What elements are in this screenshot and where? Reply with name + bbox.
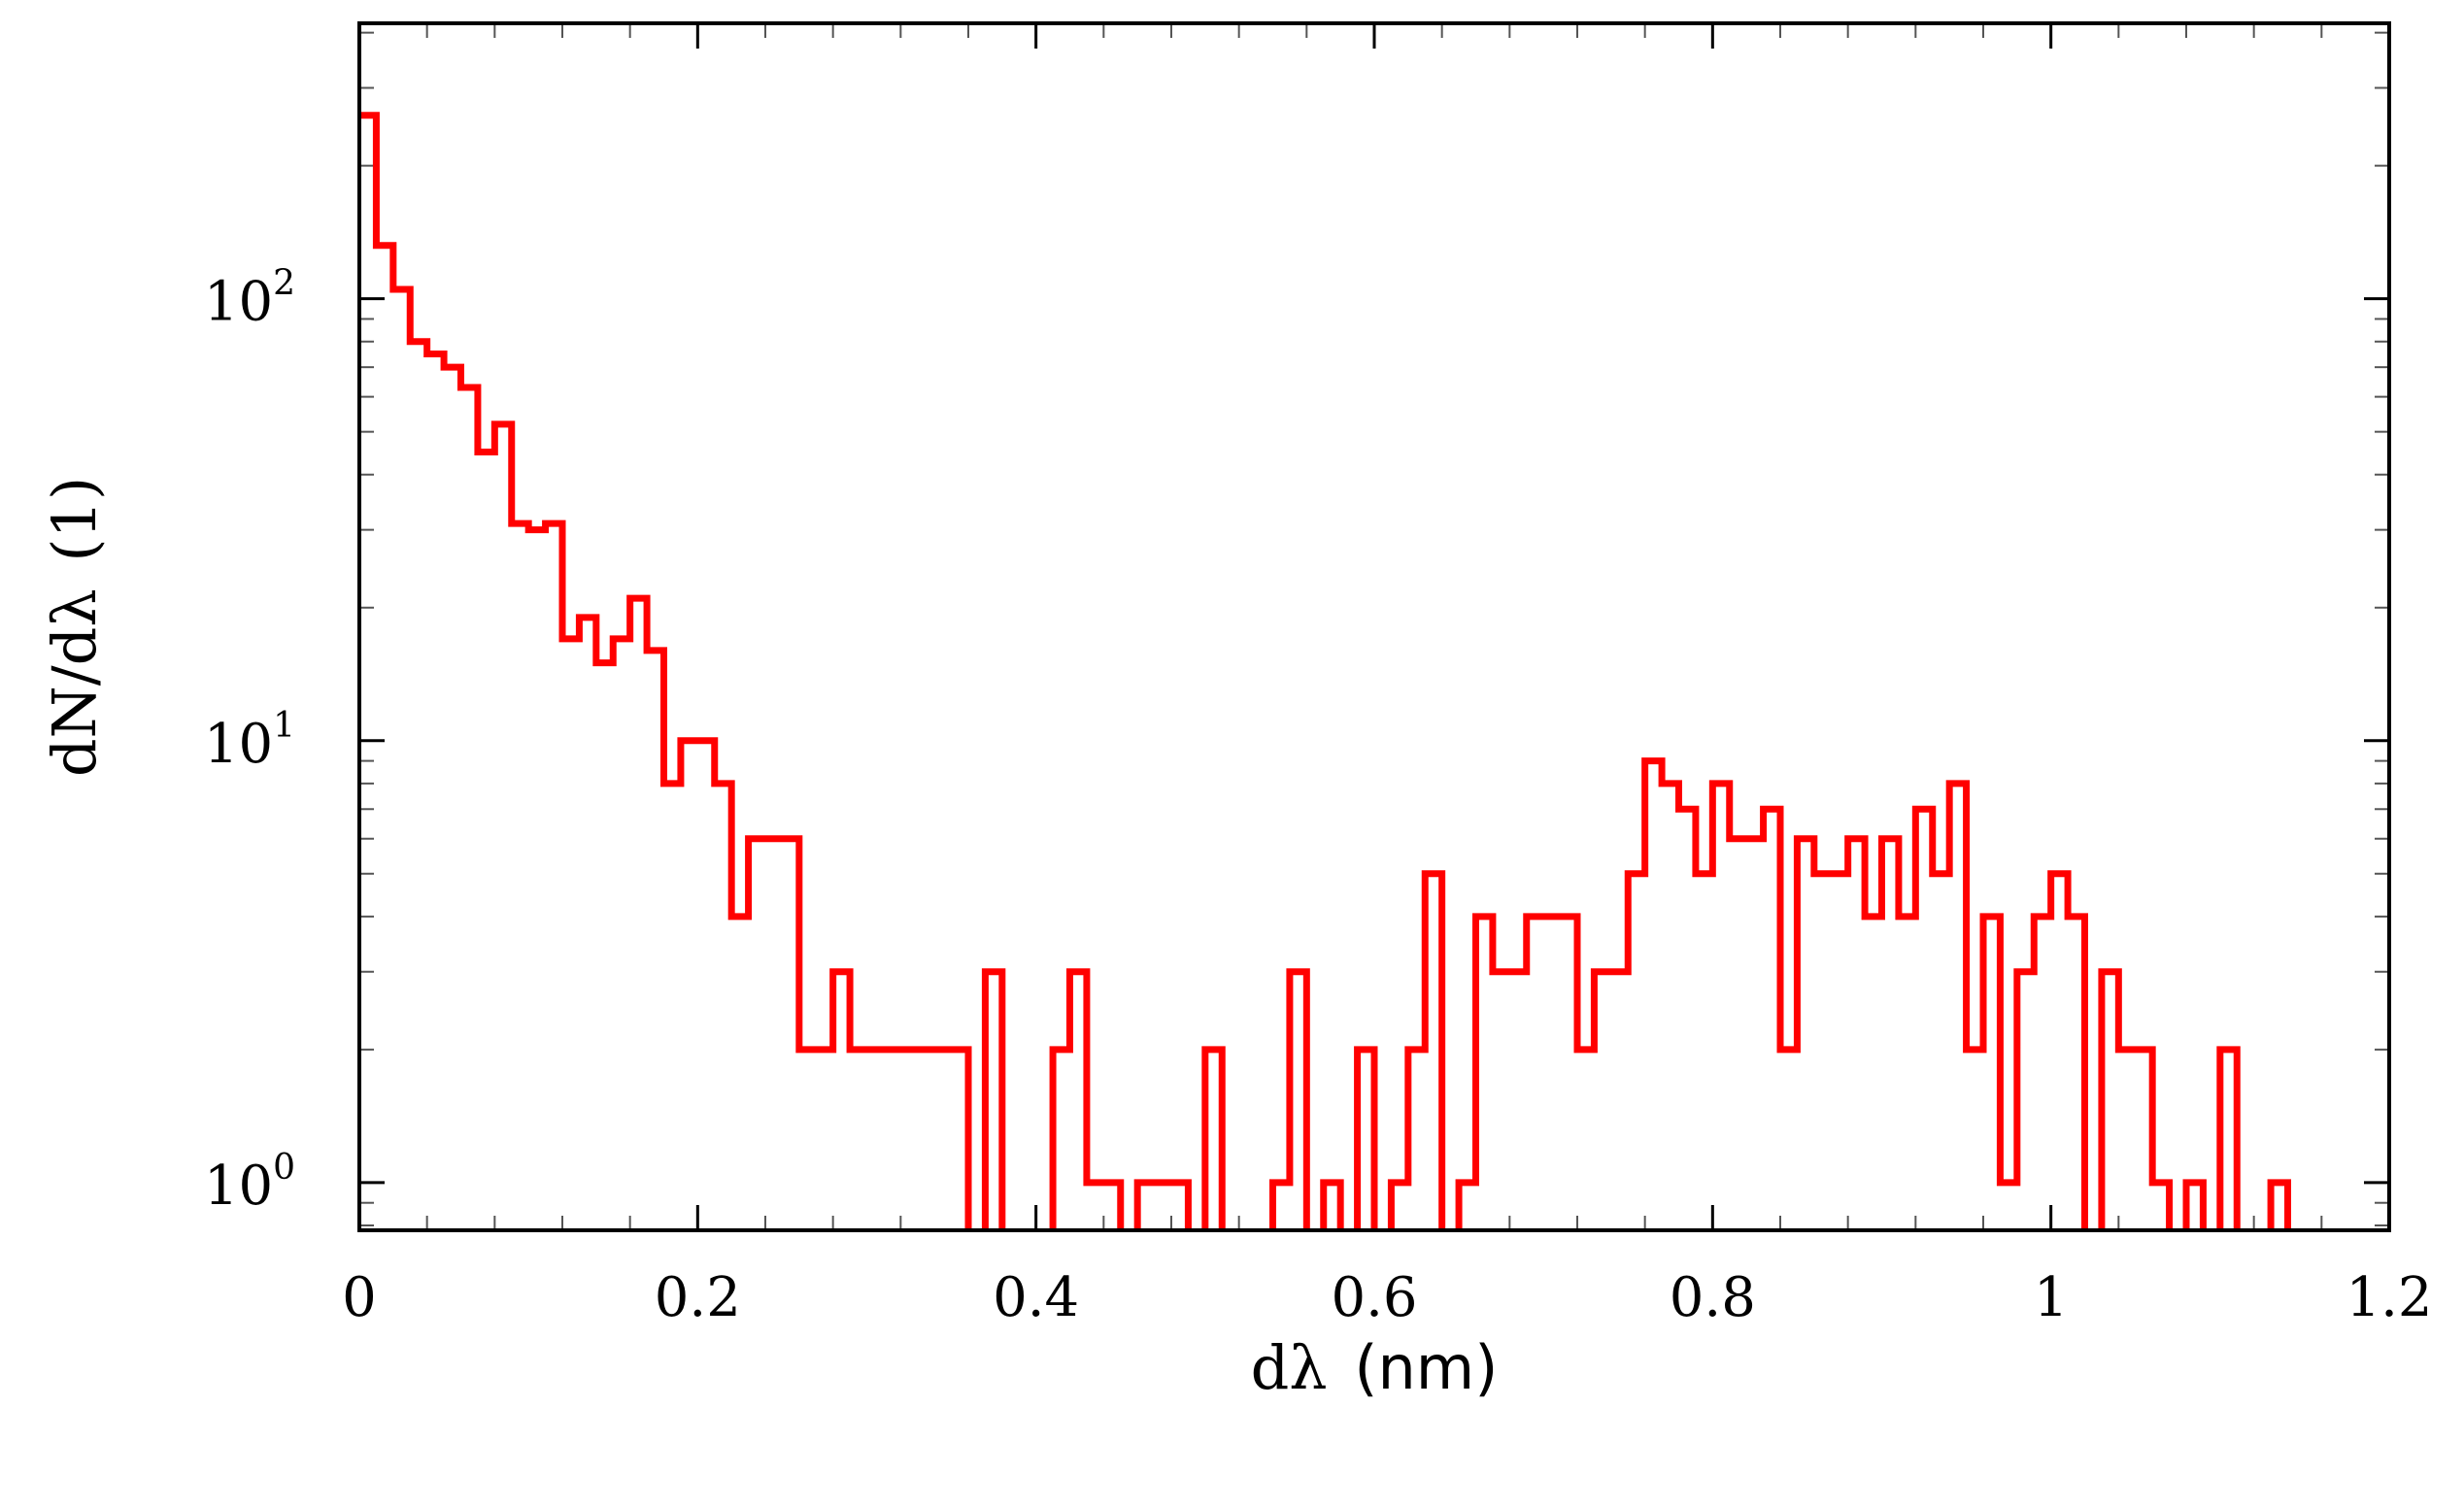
x-tick-labels: 0 0.2 0.4 0.6 0.8 1 1.2 — [342, 1266, 2432, 1329]
x-tick-label: 0.4 — [993, 1266, 1079, 1329]
y-tick-label-exponent: 0 — [273, 1148, 295, 1188]
histogram-series-line — [359, 112, 2291, 1230]
x-axis-label-text: dλ — [1251, 1332, 1328, 1403]
y-tick-label-exponent: 2 — [273, 264, 295, 304]
y-tick-label: 102 — [204, 264, 295, 334]
y-tick-label-exponent: 1 — [273, 706, 295, 746]
x-tick-label: 0.6 — [1331, 1266, 1417, 1329]
x-tick-label: 1 — [2034, 1266, 2069, 1329]
x-axis-label: dλ (nm) — [1251, 1332, 1499, 1403]
x-tick-label: 0 — [342, 1266, 377, 1329]
y-axis-label-text: dN/dλ — [39, 588, 110, 777]
y-axis-label-unit: (1) — [39, 477, 110, 562]
y-tick-label-base: 10 — [204, 271, 273, 334]
x-axis-label-unit: (nm) — [1354, 1332, 1498, 1403]
x-tick-label: 1.2 — [2346, 1266, 2432, 1329]
y-axis-label: dN/dλ (1) — [39, 477, 110, 777]
y-tick-label: 100 — [204, 1148, 295, 1218]
x-tick-label: 0.2 — [655, 1266, 741, 1329]
x-tick-label: 0.8 — [1670, 1266, 1756, 1329]
plot-frame — [357, 21, 2391, 1232]
y-tick-label: 101 — [204, 706, 295, 776]
y-tick-label-base: 10 — [204, 713, 273, 776]
y-tick-label-base: 10 — [204, 1155, 273, 1218]
